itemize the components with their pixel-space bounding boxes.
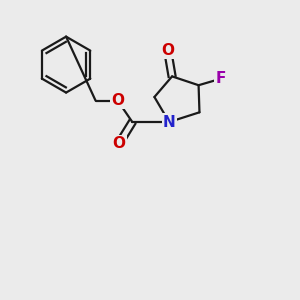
Text: N: N [163,115,175,130]
Text: O: O [111,93,124,108]
Text: F: F [215,71,226,86]
Text: O: O [112,136,126,151]
Text: O: O [161,43,174,58]
